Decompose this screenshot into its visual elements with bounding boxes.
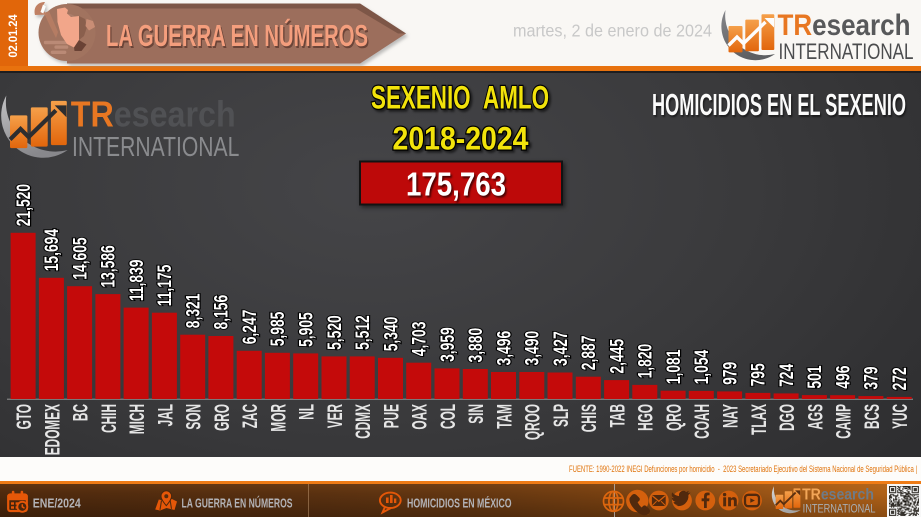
svg-text:11,839: 11,839	[126, 260, 148, 302]
svg-text:175,763: 175,763	[406, 167, 506, 204]
svg-text:GTO: GTO	[11, 404, 36, 429]
svg-text:1,054: 1,054	[691, 349, 713, 384]
svg-text:INTERNATIONAL: INTERNATIONAL	[779, 39, 914, 62]
svg-text:BC: BC	[68, 404, 93, 421]
svg-text:CDMX: CDMX	[350, 404, 375, 439]
svg-text:3,496: 3,496	[493, 331, 515, 366]
svg-text:NL: NL	[294, 404, 319, 420]
svg-text:AGS: AGS	[803, 404, 828, 430]
svg-text:21,520: 21,520	[13, 184, 35, 226]
svg-text:795: 795	[747, 363, 769, 386]
svg-text:LA GUERRA EN NÚMEROS: LA GUERRA EN NÚMEROS	[182, 496, 293, 511]
svg-text:5,340: 5,340	[380, 317, 402, 352]
svg-text:496: 496	[832, 366, 854, 389]
svg-text:TResearch: TResearch	[70, 93, 235, 134]
svg-text:NAY: NAY	[718, 404, 743, 428]
svg-text:martes, 2 de enero de 2024: martes, 2 de enero de 2024	[513, 21, 712, 41]
svg-text:979: 979	[719, 362, 741, 385]
svg-text:5,905: 5,905	[295, 312, 317, 347]
svg-text:SEXENIO AMLO: SEXENIO AMLO	[371, 80, 549, 116]
svg-text:YUC: YUC	[887, 404, 912, 429]
svg-text:13,586: 13,586	[97, 245, 119, 287]
svg-text:QRO: QRO	[661, 404, 686, 431]
svg-text:4,703: 4,703	[408, 322, 430, 357]
svg-text:2,445: 2,445	[606, 339, 628, 374]
svg-text:8,321: 8,321	[182, 294, 204, 329]
svg-text:INTERNATIONAL: INTERNATIONAL	[803, 501, 876, 514]
svg-text:LA GUERRA EN NÚMEROS: LA GUERRA EN NÚMEROS	[106, 17, 368, 53]
svg-text:HOMICIDIOS EN EL SEXENIO: HOMICIDIOS EN EL SEXENIO	[652, 88, 906, 122]
svg-text:2018-2024: 2018-2024	[393, 121, 529, 157]
svg-text:ENE/2024: ENE/2024	[33, 496, 82, 511]
svg-text:VER: VER	[322, 404, 347, 429]
svg-text:6,247: 6,247	[239, 310, 261, 345]
svg-text:02.01.24: 02.01.24	[8, 14, 20, 58]
svg-text:MICH: MICH	[124, 404, 149, 434]
svg-text:COAH: COAH	[689, 404, 714, 439]
svg-text:CHIS: CHIS	[576, 404, 601, 432]
svg-text:3,490: 3,490	[521, 331, 543, 366]
svg-text:SLP: SLP	[548, 404, 573, 427]
svg-text:CHIH: CHIH	[96, 404, 121, 433]
svg-text:5,985: 5,985	[267, 312, 289, 347]
svg-text:3,880: 3,880	[465, 328, 487, 363]
svg-text:EDOMEX: EDOMEX	[40, 404, 65, 456]
svg-text:OAX: OAX	[407, 404, 432, 430]
svg-text:PUE: PUE	[379, 404, 404, 428]
svg-text:15,694: 15,694	[41, 228, 63, 271]
svg-text:SIN: SIN	[463, 404, 488, 424]
svg-text:724: 724	[776, 363, 798, 387]
svg-text:BCS: BCS	[859, 404, 884, 429]
svg-text:5,520: 5,520	[324, 315, 346, 350]
svg-text:DGO: DGO	[774, 404, 799, 431]
svg-text:CAMP: CAMP	[831, 404, 856, 439]
svg-text:272: 272	[889, 367, 911, 390]
svg-text:379: 379	[860, 366, 882, 389]
svg-text:GRO: GRO	[209, 404, 234, 431]
svg-text:TResearch: TResearch	[778, 9, 911, 42]
svg-text:HOMICIDIOS EN MÉXICO: HOMICIDIOS EN MÉXICO	[407, 496, 512, 511]
svg-text:QROO: QROO	[520, 404, 545, 440]
svg-text:MOR: MOR	[266, 404, 291, 432]
svg-text:11,175: 11,175	[154, 265, 176, 307]
svg-text:TAB: TAB	[605, 404, 630, 427]
svg-text:COL: COL	[435, 404, 460, 429]
svg-text:JAL: JAL	[153, 404, 178, 427]
svg-text:HGO: HGO	[633, 404, 658, 431]
svg-text:TAM: TAM	[492, 404, 517, 429]
svg-text:14,605: 14,605	[69, 237, 91, 279]
svg-text:1,081: 1,081	[663, 350, 685, 385]
svg-text:ZAC: ZAC	[237, 404, 262, 429]
svg-text:3,959: 3,959	[437, 327, 459, 362]
svg-text:TLAX: TLAX	[746, 404, 771, 435]
svg-text:8,156: 8,156	[210, 295, 232, 330]
svg-text:2,887: 2,887	[578, 336, 600, 371]
svg-text:SON: SON	[181, 404, 206, 430]
svg-text:501: 501	[804, 365, 826, 388]
svg-text:FUENTE: 1990-2022 INEGI Defunc: FUENTE: 1990-2022 INEGI Defunciones por …	[569, 464, 917, 474]
svg-text:INTERNATIONAL: INTERNATIONAL	[72, 131, 239, 160]
svg-text:3,427: 3,427	[550, 331, 572, 366]
svg-text:5,512: 5,512	[352, 315, 374, 350]
svg-text:TResearch: TResearch	[802, 486, 874, 503]
svg-text:1,820: 1,820	[634, 344, 656, 379]
